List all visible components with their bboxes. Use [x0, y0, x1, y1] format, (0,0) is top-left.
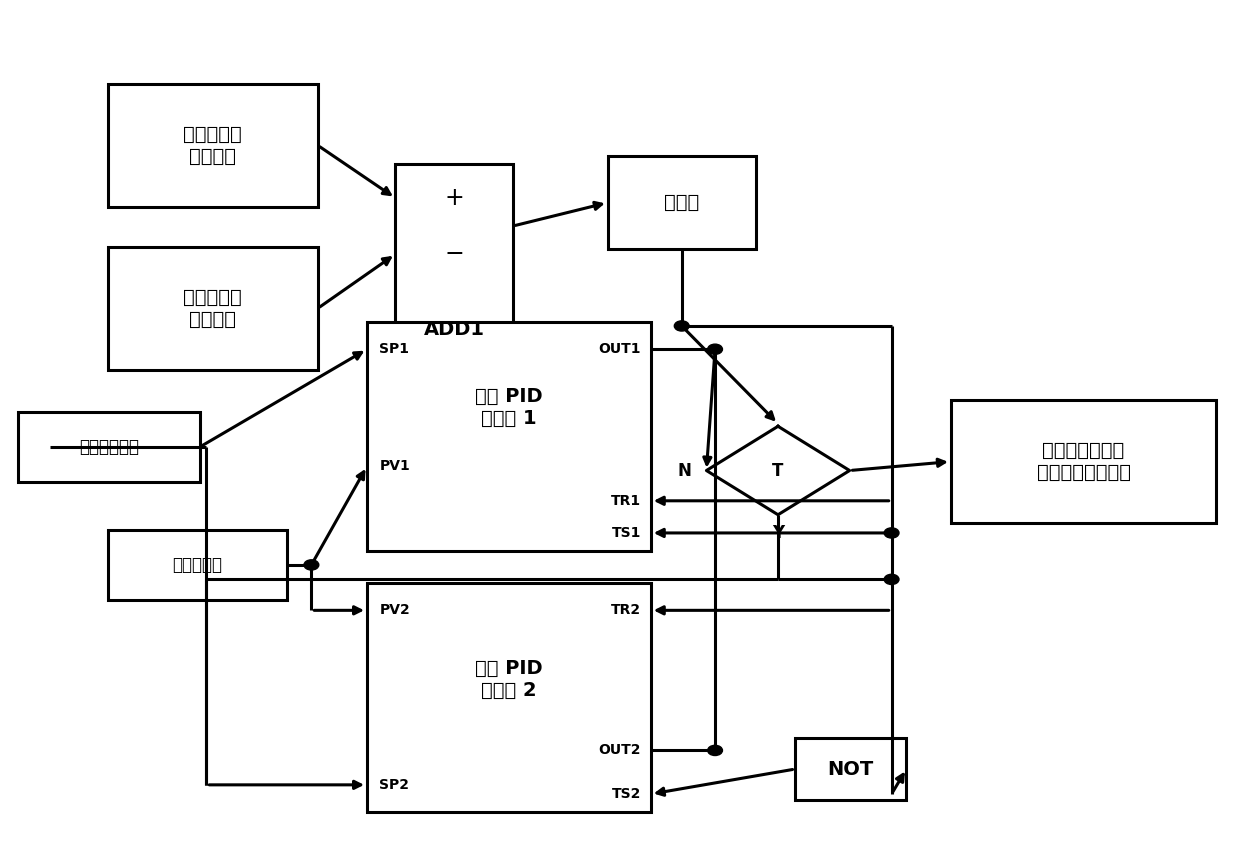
FancyBboxPatch shape [17, 412, 201, 482]
Text: T: T [773, 461, 784, 479]
FancyBboxPatch shape [108, 247, 317, 370]
FancyBboxPatch shape [108, 530, 286, 600]
Text: NOT: NOT [828, 759, 874, 778]
Circle shape [675, 321, 689, 331]
FancyBboxPatch shape [396, 164, 512, 352]
Text: +: + [444, 186, 464, 210]
Text: TS2: TS2 [611, 787, 641, 801]
Text: PV2: PV2 [379, 603, 410, 617]
Text: 比较器: 比较器 [665, 193, 699, 212]
Text: N: N [677, 461, 691, 479]
Text: SP2: SP2 [379, 778, 409, 792]
Polygon shape [707, 426, 849, 514]
FancyBboxPatch shape [367, 322, 651, 551]
Text: TS1: TS1 [611, 526, 641, 540]
FancyBboxPatch shape [951, 400, 1216, 523]
Text: TR2: TR2 [611, 603, 641, 617]
Text: 机组负荷设定: 机组负荷设定 [79, 437, 139, 455]
Text: 控制器切换
设定阈值: 控制器切换 设定阈值 [184, 288, 242, 329]
FancyBboxPatch shape [367, 583, 651, 812]
FancyBboxPatch shape [108, 84, 317, 207]
Text: ADD1: ADD1 [424, 319, 485, 338]
Circle shape [884, 574, 899, 585]
Text: 控制指令去调整
火电机组发电负荷: 控制指令去调整 火电机组发电负荷 [1037, 441, 1131, 482]
Text: 区域新能源
实时负荷: 区域新能源 实时负荷 [184, 125, 242, 166]
Text: OUT1: OUT1 [599, 342, 641, 356]
FancyBboxPatch shape [795, 739, 906, 800]
Circle shape [708, 344, 723, 354]
Text: 负荷 PID
控制器 2: 负荷 PID 控制器 2 [475, 659, 543, 699]
Text: OUT2: OUT2 [599, 743, 641, 758]
Text: −: − [444, 242, 464, 266]
Text: SP1: SP1 [379, 342, 409, 356]
Text: PV1: PV1 [379, 460, 410, 473]
Circle shape [304, 560, 319, 570]
Text: 实时负荷值: 实时负荷值 [172, 556, 222, 574]
Text: Y: Y [773, 525, 784, 543]
Circle shape [884, 528, 899, 538]
FancyBboxPatch shape [608, 156, 756, 249]
Text: TR1: TR1 [611, 494, 641, 508]
Text: 负荷 PID
控制器 1: 负荷 PID 控制器 1 [475, 387, 543, 428]
Circle shape [708, 746, 723, 756]
